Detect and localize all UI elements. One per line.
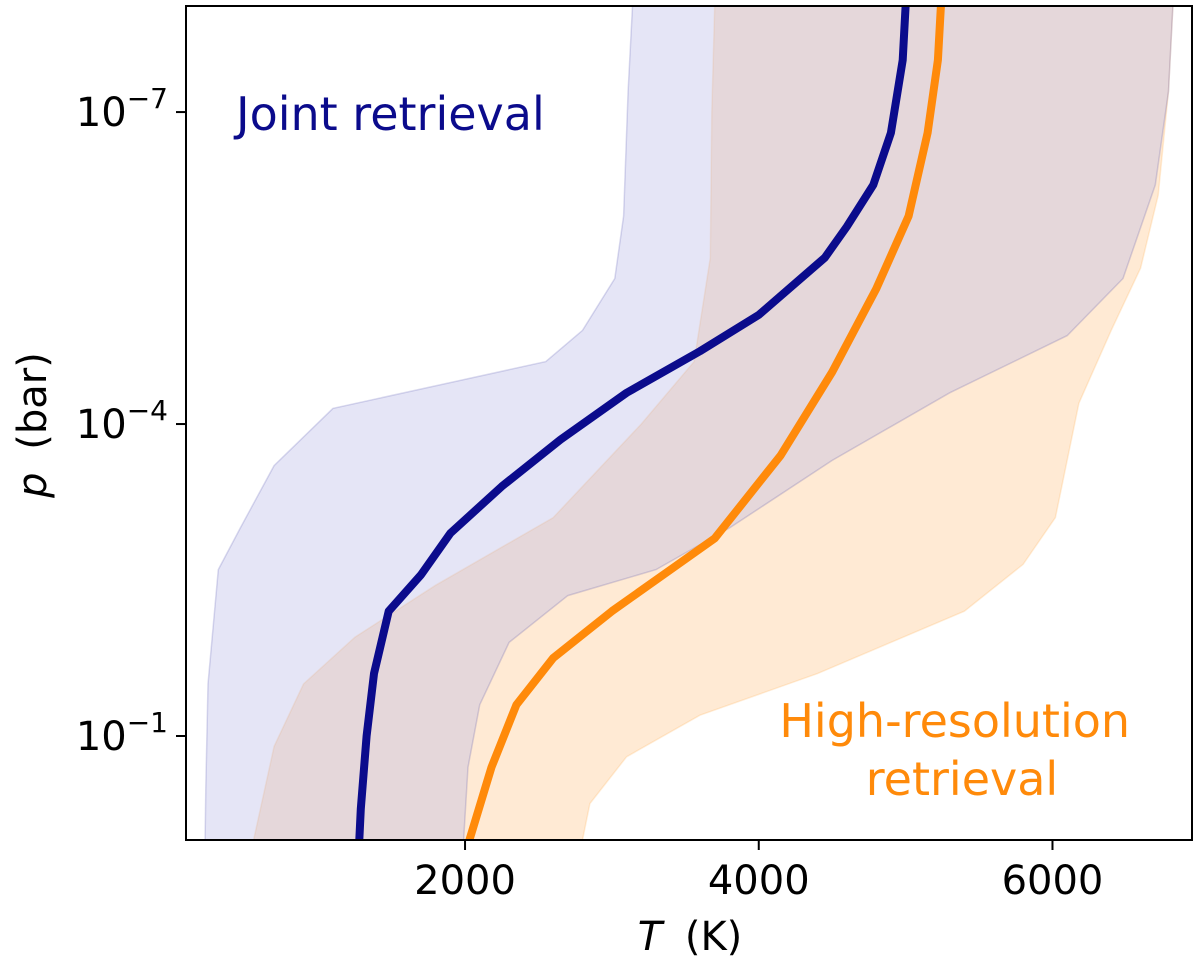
joint-retrieval-median-line (355, 6, 910, 840)
legend-joint-retrieval: Joint retrieval (233, 87, 545, 141)
legend-high-resolution-line-2: retrieval (866, 752, 1058, 806)
legend-high-resolution-line-1: High-resolution (779, 694, 1130, 748)
y-tick-exponent: −4 (127, 394, 168, 427)
legend-high-resolution-retrieval: High-resolution retrieval (779, 694, 1144, 806)
y-tick-base: 10 (76, 402, 127, 448)
y-axis-unit: (bar) (10, 352, 56, 450)
y-tick-label: 10−1 (76, 706, 168, 760)
y-axis-symbol: p (10, 472, 56, 498)
y-tick-label: 10−7 (76, 82, 168, 136)
x-tick-label: 4000 (708, 858, 810, 904)
y-tick-exponent: −7 (127, 82, 168, 115)
plot-area (204, 6, 1174, 840)
joint-retrieval-band (204, 6, 1174, 840)
y-tick-label: 10−4 (76, 394, 168, 448)
x-axis-label: T (K) (638, 914, 743, 960)
plot-frame (185, 5, 1193, 841)
x-axis-ticks: 2000 4000 6000 (414, 840, 1103, 904)
y-tick-base: 10 (76, 90, 127, 136)
y-axis-label: p (bar) (10, 352, 56, 499)
x-axis-unit: (K) (685, 914, 742, 960)
high-resolution-retrieval-median-line (465, 6, 945, 840)
y-axis-ticks: 10−710−410−1 (76, 82, 186, 760)
x-tick-label: 6000 (1002, 858, 1104, 904)
high-resolution-retrieval-band (252, 6, 1174, 840)
x-tick-label: 2000 (414, 858, 516, 904)
x-axis-symbol: T (638, 914, 666, 960)
y-tick-base: 10 (76, 714, 127, 760)
y-tick-exponent: −1 (127, 706, 168, 739)
